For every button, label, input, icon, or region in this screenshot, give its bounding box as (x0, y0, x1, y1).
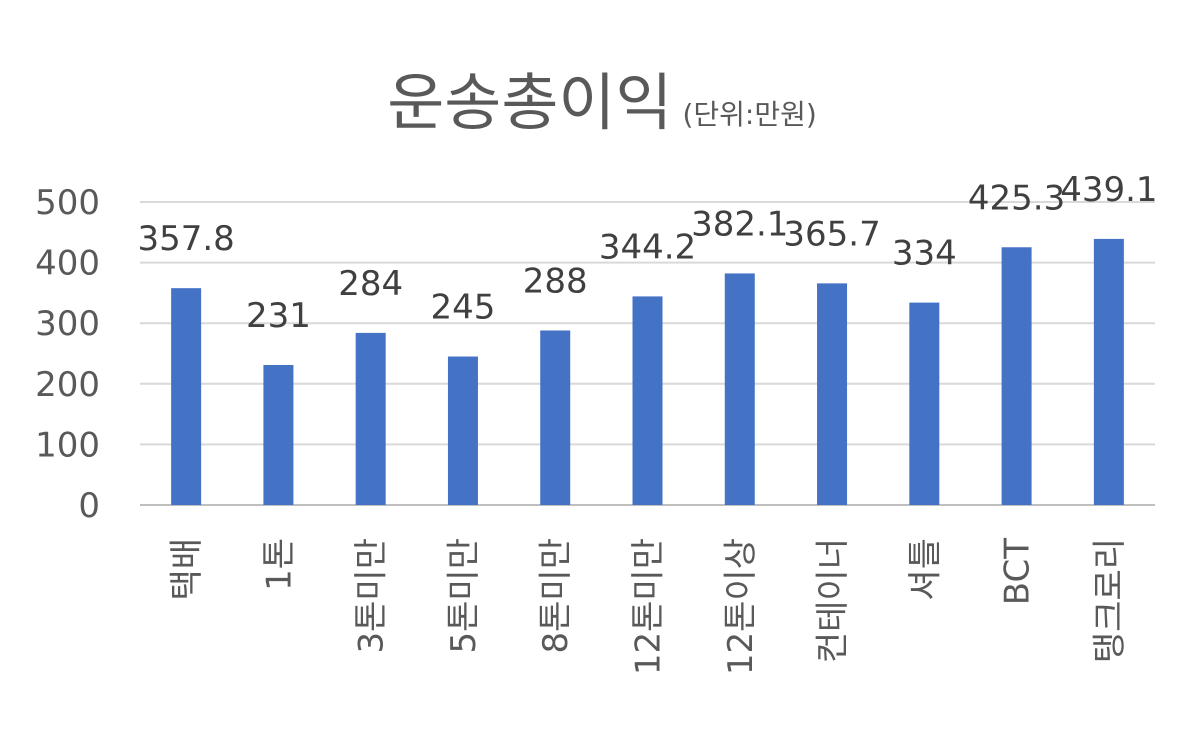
x-tick-label: 12톤이상 (721, 538, 761, 675)
bar (447, 356, 478, 505)
data-label: 288 (523, 261, 588, 301)
y-tick-label: 500 (35, 183, 100, 223)
x-tick-label: 컨테이너 (813, 538, 853, 663)
bar (1093, 238, 1124, 505)
y-tick-label: 300 (35, 304, 100, 344)
data-label: 425.3 (968, 178, 1065, 218)
bar (263, 365, 294, 505)
y-axis: 0 100 200 300 400 500 (35, 183, 100, 526)
x-tick-label: 8톤미만 (536, 538, 576, 653)
data-label: 357.8 (137, 219, 234, 259)
x-axis: 택배 1톤 3톤미만 5톤미만 8톤미만 12톤미만 12톤이상 컨테이너 셔틀 BCT 탱크로리 (167, 538, 1130, 675)
x-tick-label: 12톤미만 (629, 538, 669, 675)
data-label: 439.1 (1060, 170, 1157, 210)
bar (632, 296, 663, 505)
x-tick-label: 셔틀 (905, 538, 945, 601)
data-label: 365.7 (783, 214, 880, 254)
x-tick-label: 1톤 (259, 538, 299, 591)
chart-title: 운송총이익 (단위:만원) (0, 52, 1204, 142)
data-label: 231 (246, 296, 311, 336)
data-label: 344.2 (599, 227, 696, 267)
bar (355, 332, 386, 505)
x-tick-label: 5톤미만 (444, 538, 484, 653)
chart-title-main: 운송총이익 (387, 66, 673, 139)
bar (817, 283, 848, 505)
chart-title-unit: (단위:만원) (682, 98, 817, 131)
x-tick-label: 택배 (167, 538, 207, 601)
bar (1001, 247, 1032, 506)
y-tick-label: 400 (35, 244, 100, 284)
x-tick-label: BCT (998, 538, 1038, 605)
data-label: 334 (892, 234, 957, 274)
data-label: 382.1 (691, 204, 788, 244)
y-tick-label: 200 (35, 365, 100, 405)
x-tick-label: 3톤미만 (352, 538, 392, 653)
bar (540, 330, 571, 505)
y-tick-label: 0 (78, 486, 100, 526)
y-tick-label: 100 (35, 425, 100, 465)
x-tick-label: 탱크로리 (1090, 538, 1130, 663)
bar (171, 288, 202, 505)
bar (909, 302, 940, 505)
bar (724, 273, 755, 505)
data-label: 284 (338, 264, 403, 304)
bars (171, 238, 1124, 506)
data-label: 245 (431, 288, 496, 328)
